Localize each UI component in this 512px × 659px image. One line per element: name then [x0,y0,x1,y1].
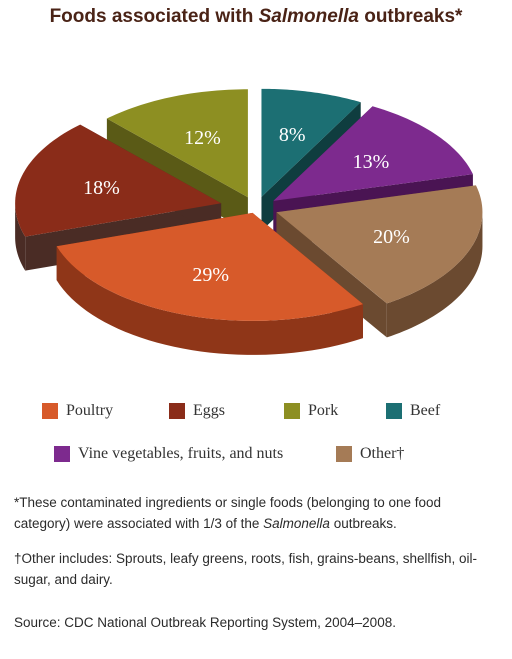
legend-swatch-poultry [42,403,58,419]
chart-title: Foods associated with Salmonella outbrea… [0,6,512,28]
title-italic: Salmonella [258,6,359,27]
slice-label-beef: 8% [279,124,306,146]
title-suffix: outbreaks* [358,6,463,27]
source-note: Source: CDC National Outbreak Reporting … [14,615,396,630]
legend-item-eggs: Eggs [169,402,225,420]
title-prefix: Foods associated with [49,6,259,27]
legend-label-other: Other† [360,445,405,462]
legend-label-beef: Beef [410,402,441,419]
legend-item-poultry: Poultry [42,402,113,420]
slice-side-other [386,212,483,338]
footnote-dagger: †Other includes: Sprouts, leafy greens, … [14,551,477,587]
legend-label-poultry: Poultry [66,402,114,419]
legend-label-eggs: Eggs [193,402,225,419]
footnote1-prefix: *These contaminated ingredients or singl… [14,495,442,531]
legend-label-vine: Vine vegetables, fruits, and nuts [78,445,284,462]
legend-swatch-eggs [169,403,185,419]
slice-top-other [276,185,483,304]
legend-swatch-other [336,446,352,462]
legend-swatch-pork [284,403,300,419]
slice-poultry [56,212,363,355]
slice-top-poultry [56,212,363,321]
legend-item-beef: Beef [386,402,440,420]
slice-top-vine-vegetables-fruits-and-nuts [273,106,473,201]
slice-label-other: 20% [373,226,410,248]
legend-swatch-vine [54,446,70,462]
legend-swatch-beef [386,403,402,419]
slice-label-pork: 12% [184,127,221,149]
legend-item-vine: Vine vegetables, fruits, and nuts [54,445,283,463]
slice-label-poultry: 29% [192,264,229,286]
slice-label-vine-vegetables-fruits-and-nuts: 13% [353,151,390,173]
legend-item-pork: Pork [284,402,338,420]
slice-top-beef [261,88,361,197]
footnote-asterisk: *These contaminated ingredients or singl… [14,492,498,534]
slice-side-poultry [56,246,363,355]
pie-chart: 8% 13% 20% 29% 18% 12% [15,88,483,355]
footnote1-italic: Salmonella [263,516,330,531]
slice-top-pork [106,89,248,198]
slice-label-eggs: 18% [83,177,120,199]
slice-side-eggs [15,203,26,271]
legend-item-other: Other† [336,445,404,463]
slice-top-eggs [15,124,222,237]
footnote1-suffix: outbreaks. [329,516,397,531]
legend-label-pork: Pork [308,402,339,419]
